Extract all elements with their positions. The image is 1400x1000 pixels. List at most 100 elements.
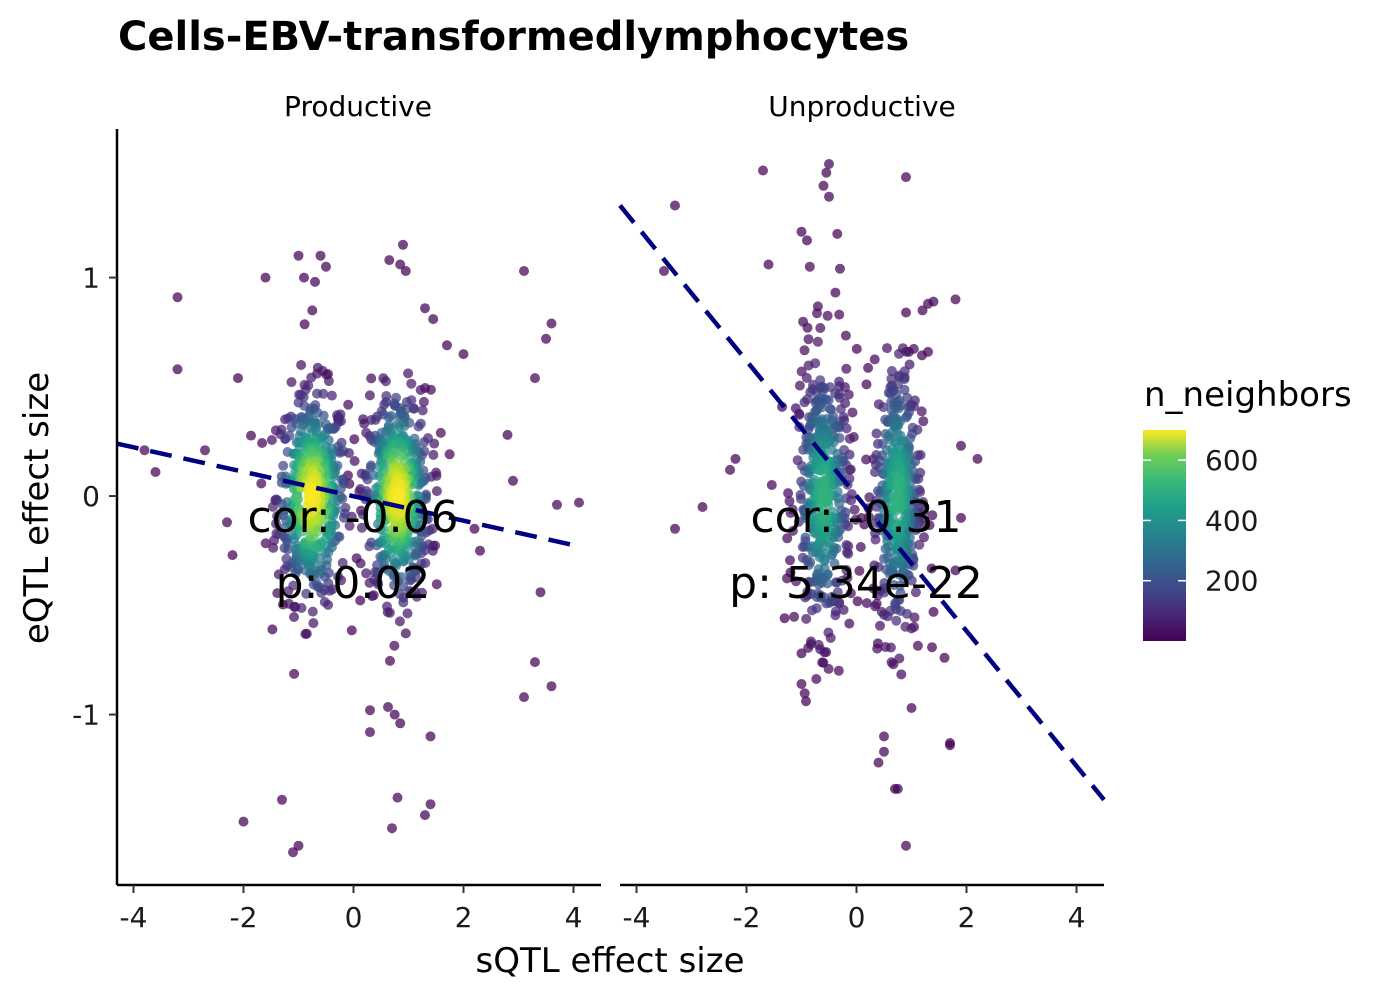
facet-label-unproductive: Unproductive <box>768 90 956 123</box>
data-point <box>841 423 852 434</box>
data-point <box>293 250 304 261</box>
data-point <box>817 657 828 668</box>
data-point <box>869 354 880 365</box>
data-point <box>841 540 852 550</box>
data-point <box>906 703 917 713</box>
data-point <box>928 606 939 617</box>
colorbar-tick-label: 600 <box>1205 444 1258 477</box>
y-tick-label: -1 <box>72 699 100 732</box>
data-point <box>796 648 807 659</box>
data-point <box>891 420 902 431</box>
data-point <box>307 490 318 501</box>
legend-title: n_neighbors <box>1144 375 1352 415</box>
y-tick-label: 0 <box>82 480 100 513</box>
data-point <box>928 296 939 307</box>
data-point <box>801 613 812 624</box>
data-point <box>296 360 307 370</box>
data-point <box>394 589 405 599</box>
data-point <box>891 615 902 626</box>
data-point <box>827 591 838 602</box>
data-point <box>834 309 845 320</box>
data-point <box>469 523 480 534</box>
data-point <box>758 165 768 176</box>
data-point <box>139 445 150 456</box>
data-point <box>945 738 955 748</box>
data-point <box>400 628 411 639</box>
x-tick-label: -4 <box>623 901 651 934</box>
data-point <box>321 526 332 537</box>
data-point <box>380 376 391 387</box>
data-point <box>256 478 267 489</box>
data-point <box>816 402 827 413</box>
data-point <box>238 816 249 827</box>
data-point <box>785 555 795 566</box>
annotation-cor: cor: -0.31 <box>750 492 961 543</box>
data-point <box>382 601 392 612</box>
chart-title: Cells-EBV-transformedlymphocytes <box>118 14 909 60</box>
data-point <box>804 261 815 272</box>
y-axis-title: eQTL effect size <box>17 372 57 644</box>
data-point <box>894 569 905 580</box>
data-points <box>659 159 983 851</box>
data-point <box>730 453 741 464</box>
data-point <box>519 266 529 276</box>
data-point <box>395 718 406 729</box>
data-point <box>321 261 331 272</box>
data-point <box>222 517 232 528</box>
data-point <box>401 397 412 407</box>
data-point <box>917 305 928 316</box>
data-point <box>406 378 417 389</box>
data-point <box>847 407 858 418</box>
data-point <box>823 627 834 638</box>
data-point <box>956 440 966 451</box>
data-point <box>307 606 318 617</box>
x-tick-label: -2 <box>230 901 258 934</box>
data-point <box>796 226 807 237</box>
data-point <box>150 467 161 477</box>
data-point <box>779 613 790 624</box>
data-point <box>372 567 383 578</box>
data-point <box>845 588 856 599</box>
data-point <box>919 532 929 543</box>
data-point <box>818 506 829 517</box>
data-point <box>343 399 354 410</box>
data-point <box>810 358 821 369</box>
data-point <box>791 576 801 587</box>
data-point <box>417 405 428 416</box>
data-point <box>408 403 419 414</box>
data-point <box>829 558 840 569</box>
data-point <box>894 348 904 359</box>
data-point <box>413 421 424 432</box>
data-point <box>386 410 397 421</box>
data-point <box>415 385 426 395</box>
data-point <box>851 343 862 354</box>
data-point <box>902 392 913 403</box>
data-point <box>358 509 368 520</box>
annotation-cor: cor: -0.06 <box>247 492 458 543</box>
data-point <box>697 502 708 512</box>
data-point <box>817 465 827 476</box>
data-point <box>812 308 822 319</box>
y-tick-label: 1 <box>82 262 100 295</box>
data-point <box>811 674 822 684</box>
data-point <box>914 539 925 550</box>
data-point <box>268 542 279 553</box>
data-point <box>395 259 406 270</box>
data-point <box>384 255 395 266</box>
data-point <box>801 696 811 707</box>
data-point <box>361 568 372 579</box>
data-point <box>394 421 404 432</box>
data-point <box>326 390 337 401</box>
data-point <box>872 638 883 649</box>
data-point <box>394 616 405 627</box>
data-point <box>892 428 903 439</box>
data-point <box>802 235 812 246</box>
data-point <box>841 564 852 575</box>
data-point <box>794 409 805 420</box>
x-axis-title: sQTL effect size <box>475 941 744 981</box>
data-point <box>835 404 846 415</box>
data-point <box>926 563 937 574</box>
data-point <box>659 266 669 276</box>
data-point <box>879 731 889 742</box>
data-point <box>475 545 485 556</box>
